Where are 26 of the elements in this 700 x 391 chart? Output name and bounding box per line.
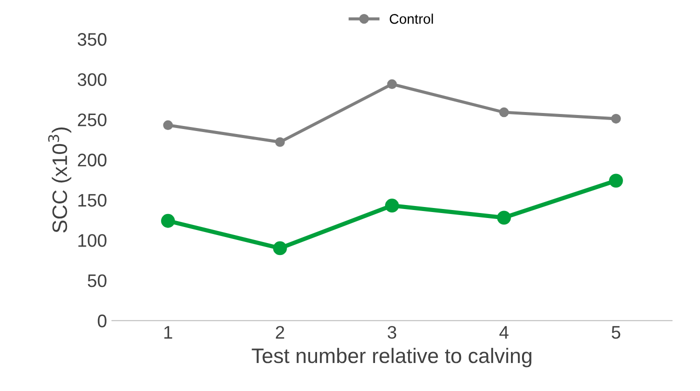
point xyxy=(273,241,287,256)
y-tick-label: 100 xyxy=(78,234,106,247)
y-tick-label: 200 xyxy=(78,154,106,166)
x-tick-label: 1 xyxy=(164,326,172,339)
y-axis-title: SCC (x10$^{3}$) xyxy=(48,128,72,233)
y-tick-label: 350 xyxy=(78,33,106,46)
y-tick-label: 250 xyxy=(78,113,106,126)
point xyxy=(163,120,173,130)
x-tick-label: 3 xyxy=(388,326,396,339)
point xyxy=(385,198,399,213)
x-tick-label: 4 xyxy=(499,326,508,339)
point xyxy=(499,107,509,118)
x-tick-label: 5 xyxy=(612,326,620,339)
point xyxy=(161,214,175,228)
y-tick-label: 0 xyxy=(98,314,106,328)
y-tick-label: 300 xyxy=(78,73,106,86)
x-axis-title: Test number relative to calving xyxy=(252,348,532,368)
point xyxy=(275,137,285,147)
point xyxy=(609,174,623,188)
point xyxy=(387,79,397,90)
legend-label: Control xyxy=(390,14,433,24)
x-tick-label: 2 xyxy=(276,326,284,339)
y-tick-label: 150 xyxy=(78,194,106,207)
point xyxy=(497,210,511,225)
point xyxy=(611,114,621,124)
y-tick-label: 50 xyxy=(88,274,106,288)
